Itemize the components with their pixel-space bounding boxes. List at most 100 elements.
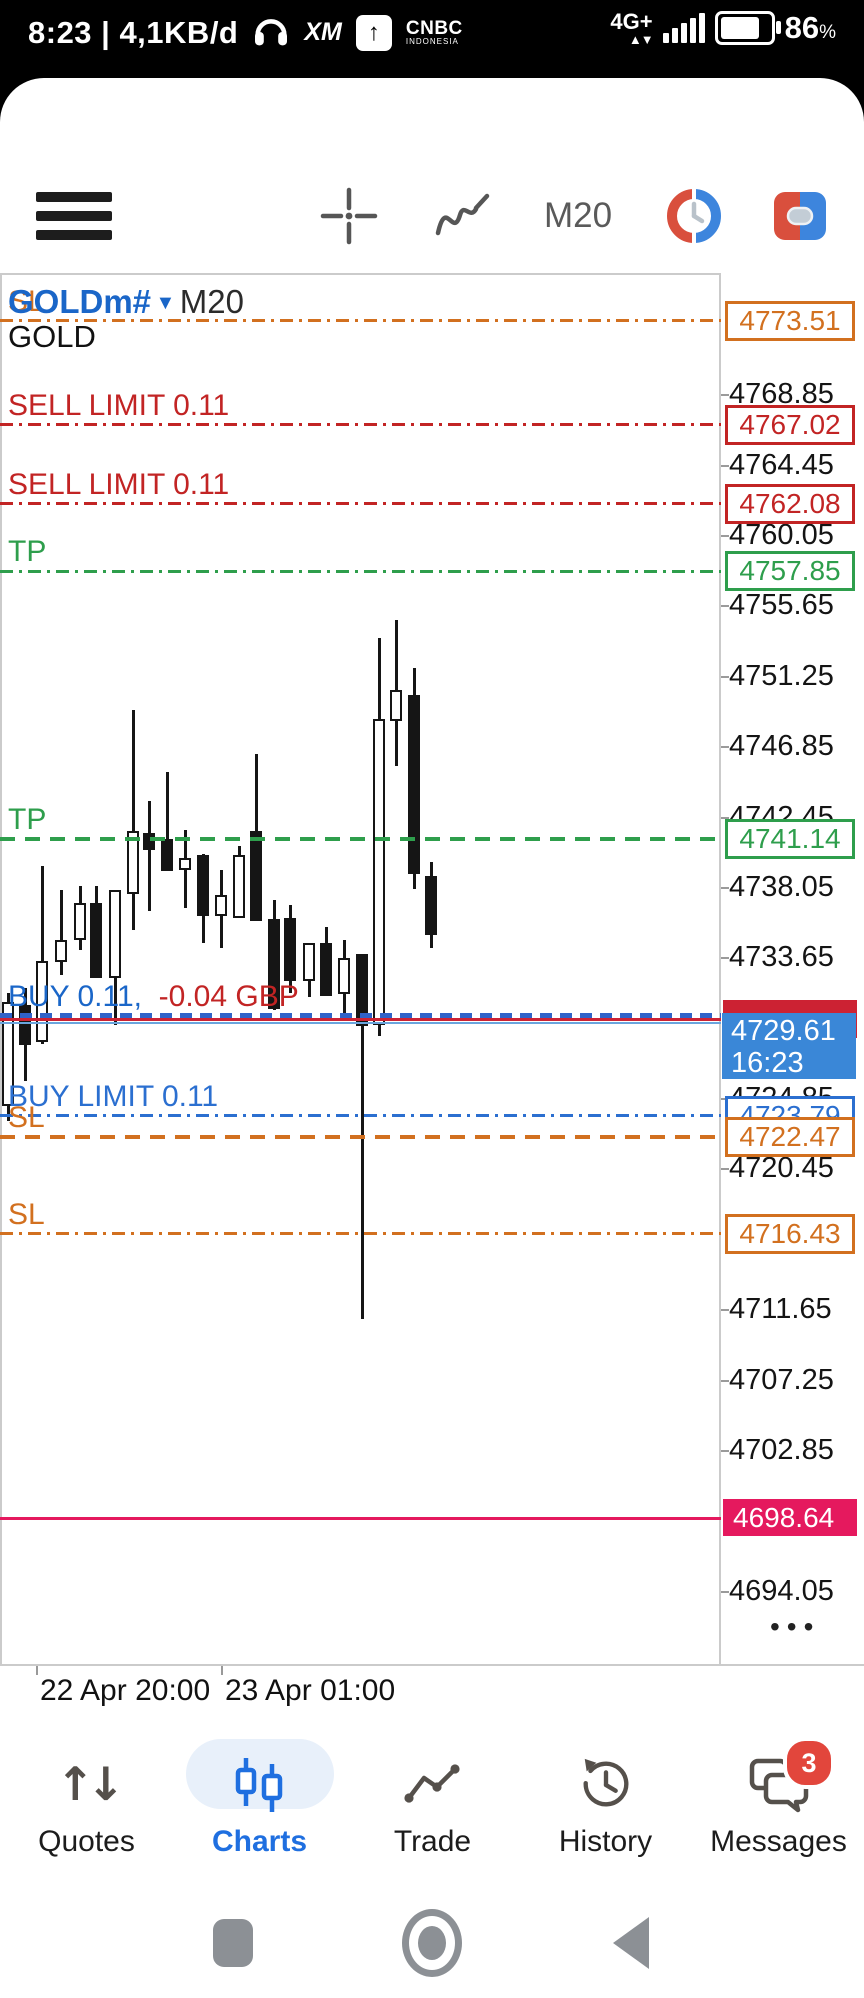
status-time-data: 8:23 | 4,1KB/d	[28, 14, 239, 50]
position-sl-line-label: SL	[8, 1101, 45, 1135]
active-tab-pill	[185, 1739, 334, 1809]
header-timeframe: M20	[179, 283, 244, 320]
y-axis-label: 4760.05	[729, 519, 834, 552]
x-axis-label: 23 Apr 01:00	[225, 1674, 396, 1707]
bottom-navigation: ↑↓ Quotes Charts	[0, 1733, 864, 1883]
candlestick	[390, 690, 402, 721]
home-button[interactable]	[372, 1888, 492, 1998]
candle-wick	[147, 800, 151, 912]
nav-item-trade[interactable]: Trade	[346, 1733, 519, 1883]
ask-line[interactable]	[0, 1018, 721, 1022]
y-axis-tick	[721, 464, 729, 467]
position-sl-line[interactable]	[0, 1135, 721, 1140]
nav-label: Trade	[393, 1825, 472, 1858]
y-axis-tick	[721, 1449, 729, 1452]
one-click-trading-icon[interactable]	[772, 178, 828, 254]
candlestick	[215, 895, 227, 916]
price-hline[interactable]	[0, 1516, 721, 1520]
y-axis-tick	[721, 1309, 729, 1312]
y-axis-tick	[721, 1168, 729, 1171]
y-axis-label: 4764.45	[729, 448, 834, 481]
menu-icon[interactable]	[34, 178, 114, 254]
nav-item-history[interactable]: History	[519, 1733, 692, 1883]
crosshair-icon[interactable]	[319, 178, 379, 254]
y-axis-label: 4751.25	[729, 659, 834, 692]
nav-item-charts[interactable]: Charts	[173, 1733, 346, 1883]
candlestick	[425, 875, 437, 936]
y-axis-tick	[721, 886, 729, 889]
position-tp-line-label: TP	[8, 802, 47, 836]
bid-line[interactable]	[0, 1021, 721, 1024]
y-axis-tick	[721, 746, 729, 749]
recents-button[interactable]	[173, 1888, 293, 1998]
status-bar: 8:23 | 4,1KB/d XM ↑ CNBC INDONESIA 4G+ ▲…	[0, 0, 864, 78]
symbol-label[interactable]: GOLDm#	[8, 283, 152, 320]
timeframe-button[interactable]: M20	[543, 196, 613, 235]
xm-notification-icon: XM	[304, 18, 342, 46]
y-axis-label: 4755.65	[729, 589, 834, 622]
chart-more-dots[interactable]: •••	[770, 1611, 821, 1642]
buy-limit-line[interactable]	[0, 1114, 721, 1118]
candle-wick	[165, 771, 169, 872]
candlestick	[303, 943, 315, 982]
trading-sessions-icon[interactable]	[666, 178, 722, 254]
y-axis-label: 4702.85	[729, 1433, 834, 1466]
sell-limit-line-label: SELL LIMIT 0.11	[8, 388, 230, 422]
y-axis-label: 4694.05	[729, 1574, 834, 1607]
position-tp-line[interactable]	[0, 836, 721, 841]
candlestick	[250, 831, 262, 921]
y-axis-tick	[721, 394, 729, 397]
battery-percent: 86%	[784, 10, 836, 45]
nav-label: Charts	[211, 1825, 308, 1858]
candlestick	[36, 960, 48, 1043]
y-axis-tick	[721, 957, 729, 960]
sell-limit-line[interactable]	[0, 423, 721, 427]
app-window: M20 GOLDm# ▼	[0, 78, 864, 1998]
nav-item-quotes[interactable]: ↑↓ Quotes	[0, 1733, 173, 1883]
y-axis-label: 4746.85	[729, 730, 834, 763]
candle-wick	[40, 866, 44, 1044]
candlestick	[197, 855, 209, 916]
pending-sl-line[interactable]	[0, 319, 721, 323]
y-axis-tick	[721, 1590, 729, 1593]
candlestick	[408, 695, 420, 875]
candlestick	[161, 839, 173, 872]
battery-icon	[714, 11, 781, 45]
y-axis-tick	[721, 605, 729, 608]
android-navigation-bar	[0, 1888, 864, 1998]
back-button[interactable]	[571, 1888, 691, 1998]
nav-label: History	[558, 1825, 653, 1858]
pending-sl-line-2[interactable]	[0, 1232, 721, 1236]
x-axis-tick	[36, 1666, 38, 1675]
price-label-box: 4767.02	[725, 404, 855, 445]
pending-tp-line[interactable]	[0, 569, 721, 573]
sell-limit-line-2[interactable]	[0, 502, 721, 506]
cnbc-notification-icon: CNBC INDONESIA	[405, 18, 463, 46]
nav-item-messages[interactable]: 3 Messages	[692, 1733, 864, 1883]
x-axis-label: 22 Apr 20:00	[40, 1674, 211, 1707]
candlestick	[127, 831, 139, 894]
network-type: 4G+ ▲▼	[610, 8, 653, 47]
indicators-icon[interactable]	[432, 178, 492, 254]
price-line-label: 4698.64	[723, 1499, 857, 1537]
price-label-box: 4722.47	[725, 1117, 855, 1158]
x-axis-tick	[221, 1666, 223, 1675]
chart-symbol-header[interactable]: GOLDm# ▼ M20	[8, 283, 244, 321]
history-clock-icon	[519, 1745, 692, 1823]
chart-plot-region[interactable]: GOLDm# ▼ M20 GOLD ••• 4768.85 4764.45 4760…	[0, 273, 864, 1666]
upload-icon: ↑	[355, 14, 392, 51]
buy-limit-line-label: BUY LIMIT 0.11	[8, 1079, 219, 1113]
messages-badge: 3	[783, 1737, 835, 1789]
candlestick	[90, 903, 102, 979]
y-axis-label: 4738.05	[729, 870, 834, 903]
candlestick	[320, 943, 332, 996]
buy-position-line[interactable]	[0, 1013, 721, 1019]
candlestick	[356, 954, 368, 1027]
y-axis-tick	[721, 535, 729, 538]
y-axis-tick	[721, 1379, 729, 1382]
current-price-box: 4729.61 16:23	[722, 1012, 856, 1079]
candlestick	[373, 719, 385, 1025]
candlestick	[55, 939, 67, 963]
y-axis-label: 4711.65	[729, 1293, 832, 1326]
symbol-dropdown-icon[interactable]: ▼	[155, 292, 176, 314]
